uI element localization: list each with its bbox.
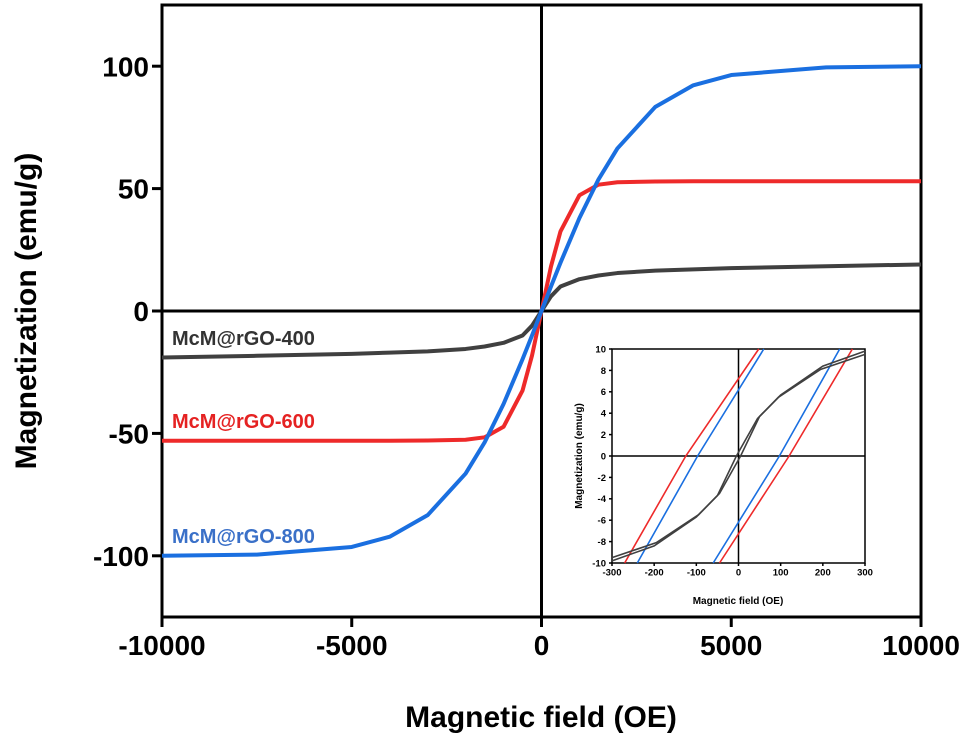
x-tick-label: 0	[534, 630, 550, 661]
y-tick-label: 0	[133, 296, 149, 327]
y-tick-label: -100	[93, 541, 149, 572]
inset-loop-branch-mcm-rgo-600	[623, 348, 760, 564]
x-tick-label: 0	[736, 568, 741, 579]
label-mcm-rgo-600: McM@rGO-600	[172, 411, 315, 433]
y-tick-label: 0	[601, 451, 606, 462]
y-tick-label: -8	[598, 537, 606, 548]
x-tick-label: -5000	[316, 630, 388, 661]
inset-loop-branch-mcm-rgo-400	[611, 350, 866, 559]
y-tick-label: 8	[601, 366, 606, 377]
inset-plot: -300 -200 -100 0 100 200 300 -10 -8 -6 -4 -2 0 2 4 6 8 10	[592, 344, 873, 578]
y-tick-label: 100	[102, 51, 149, 82]
series-line-mcm-rgo-800	[161, 64, 922, 558]
inset-loop-branch-mcm-rgo-800	[636, 348, 765, 564]
x-tick-label: 100	[773, 568, 789, 579]
y-tick-label: -6	[598, 516, 606, 527]
y-axis-title: Magnetization (emu/g)	[10, 153, 43, 470]
x-tick-label: 10000	[882, 630, 960, 661]
y-tick-label: -50	[109, 418, 149, 449]
x-axis-title: Magnetic field (OE)	[405, 701, 677, 734]
label-mcm-rgo-400: McM@rGO-400	[172, 328, 315, 350]
y-tick-label: 6	[601, 387, 606, 398]
y-tick-label: 50	[118, 174, 149, 205]
y-tick-label: -2	[598, 473, 606, 484]
y-tick-label: 4	[601, 409, 607, 420]
label-mcm-rgo-800: McM@rGO-800	[172, 526, 315, 548]
inset-y-axis-title: Magnetization (emu/g)	[574, 403, 585, 509]
y-tick-label: -10	[592, 558, 606, 569]
inset-loop-branch-mcm-rgo-800	[712, 348, 841, 564]
series-labels: McM@rGO-400 McM@rGO-600 McM@rGO-800	[172, 328, 315, 548]
y-tick-label: 10	[595, 344, 606, 355]
x-tick-label: -300	[602, 568, 621, 579]
x-tick-label: 200	[815, 568, 831, 579]
y-tick-label: 2	[601, 430, 606, 441]
x-tick-label: 5000	[700, 630, 762, 661]
x-tick-label: 300	[857, 568, 873, 579]
x-tick-label: -10000	[118, 630, 205, 661]
inset-loop-branch-mcm-rgo-400	[611, 353, 866, 562]
y-tick-label: -4	[598, 494, 607, 505]
inset-x-axis-title: Magnetic field (OE)	[693, 596, 784, 607]
x-tick-label: -200	[645, 568, 664, 579]
x-tick-label: -100	[687, 568, 706, 579]
inset-loop-branch-mcm-rgo-600	[718, 348, 854, 564]
